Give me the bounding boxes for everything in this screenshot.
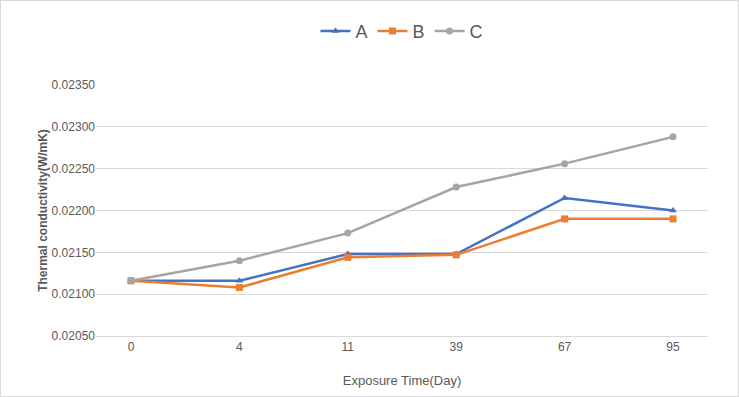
svg-text:0.02100: 0.02100 xyxy=(52,287,96,301)
svg-text:Exposure Time(Day): Exposure Time(Day) xyxy=(343,373,461,388)
svg-text:C: C xyxy=(470,22,483,42)
svg-text:67: 67 xyxy=(558,340,572,354)
svg-text:0.02350: 0.02350 xyxy=(52,78,96,92)
svg-text:0.02050: 0.02050 xyxy=(52,329,96,343)
svg-text:95: 95 xyxy=(666,340,680,354)
svg-text:B: B xyxy=(413,22,425,42)
svg-text:0.02200: 0.02200 xyxy=(52,204,96,218)
svg-text:A: A xyxy=(356,22,368,42)
svg-text:11: 11 xyxy=(342,340,355,354)
svg-text:39: 39 xyxy=(450,340,464,354)
svg-text:0.02150: 0.02150 xyxy=(52,246,96,260)
svg-text:0: 0 xyxy=(128,340,135,354)
svg-text:Thermal conductivity(W/mK): Thermal conductivity(W/mK) xyxy=(36,129,50,292)
svg-text:0.02250: 0.02250 xyxy=(52,162,96,176)
svg-text:4: 4 xyxy=(236,340,243,354)
svg-text:0.02300: 0.02300 xyxy=(52,120,96,134)
